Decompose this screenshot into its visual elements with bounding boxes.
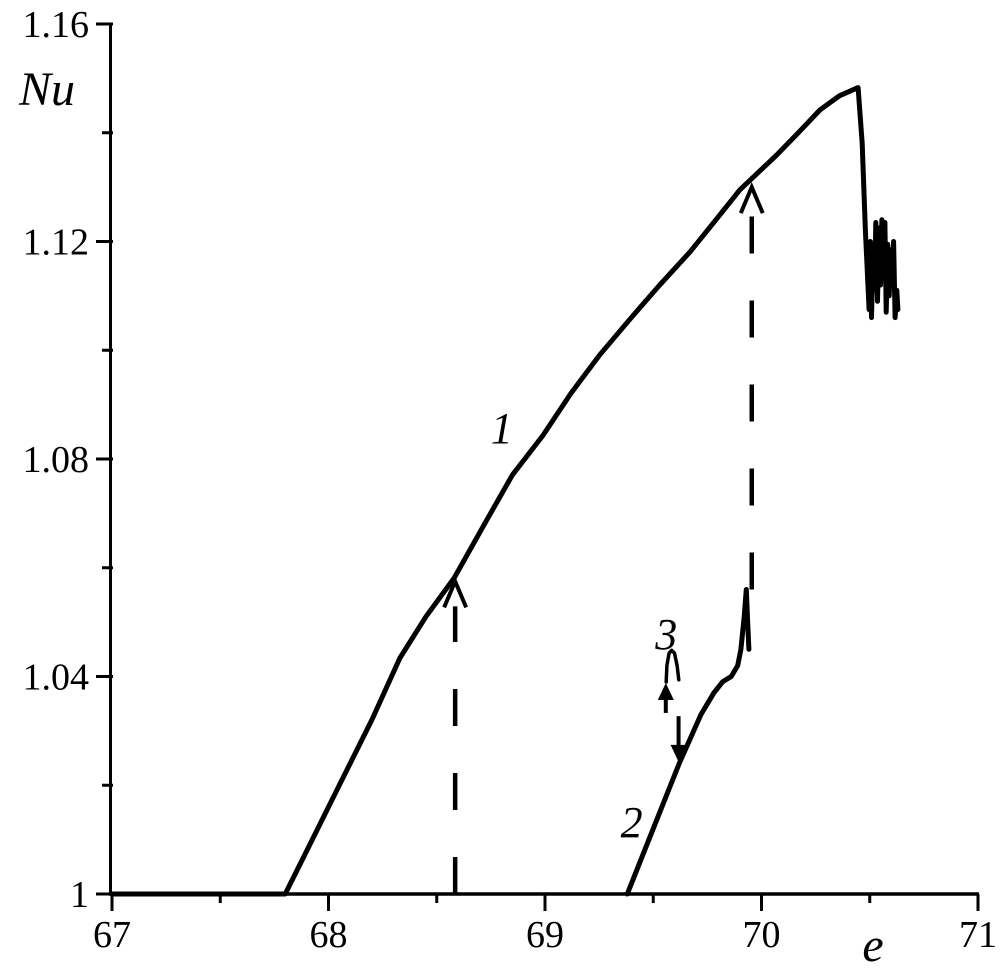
curve-label-2: 2 — [621, 798, 643, 847]
y-tick-label: 1 — [70, 874, 89, 916]
curve-label-1: 1 — [491, 404, 513, 453]
y-tick-label: 1.12 — [23, 222, 90, 264]
x-tick-label: 71 — [959, 914, 997, 956]
y-axis-label: Nu — [18, 63, 75, 116]
dashed-jump-arrow-head — [442, 576, 468, 609]
x-tick-label: 70 — [743, 914, 781, 956]
y-tick-label: 1.04 — [23, 657, 90, 699]
curve-2 — [624, 587, 752, 897]
curve-1 — [109, 85, 901, 897]
dashed-jump-arrow-head — [738, 181, 765, 214]
x-tick-label: 67 — [93, 914, 131, 956]
y-tick-label: 1.08 — [23, 439, 90, 481]
y-tick-label: 1.16 — [23, 4, 90, 46]
solid-up-arrow-head — [657, 683, 674, 701]
x-tick-label: 69 — [526, 914, 564, 956]
curve-label-3: 3 — [654, 610, 677, 659]
x-axis-label: e — [862, 919, 883, 969]
x-tick-label: 68 — [310, 914, 348, 956]
solid-down-arrow-head — [670, 744, 687, 762]
curve-3 — [664, 648, 681, 684]
